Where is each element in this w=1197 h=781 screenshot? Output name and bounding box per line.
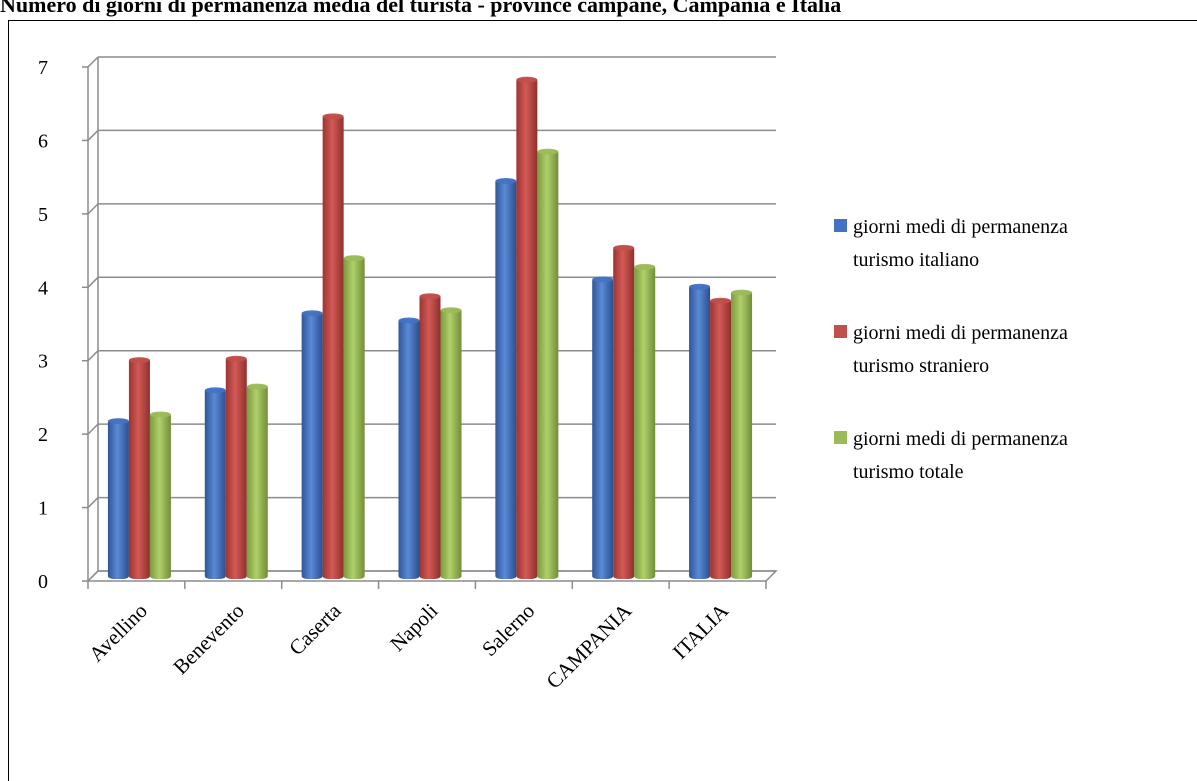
chart-frame	[8, 20, 1197, 781]
bar-top	[149, 411, 171, 418]
legend-label: giorni medi di permanenza	[853, 322, 1068, 344]
x-tick-label: CAMPANIA	[541, 598, 636, 693]
bar-2	[128, 358, 150, 579]
gridline-side	[87, 350, 99, 362]
bar-3	[440, 308, 462, 579]
bar-2	[225, 356, 247, 579]
legend-swatch	[834, 431, 847, 444]
gridline-side	[87, 497, 99, 509]
bar-3	[731, 290, 753, 579]
bar-top	[440, 307, 462, 314]
legend-label: giorni medi di permanenza	[853, 428, 1068, 450]
legend-label: turismo totale	[853, 461, 964, 483]
bar-top	[495, 178, 517, 185]
x-axis-floor	[86, 570, 778, 582]
bar-2	[516, 77, 538, 579]
bar-1	[301, 311, 323, 579]
gridline-side	[87, 276, 99, 288]
legend-label: turismo straniero	[853, 355, 989, 377]
bar-2	[613, 245, 635, 579]
y-tick-label: 7	[38, 57, 48, 79]
bar-top	[246, 383, 268, 390]
bar-top	[592, 276, 614, 283]
y-tick-label: 5	[38, 204, 48, 226]
gridline-side	[87, 129, 99, 141]
bar-1	[398, 318, 420, 579]
bar-1	[689, 284, 711, 579]
bar-top	[204, 387, 226, 394]
legend: giorni medi di permanenza turismo italian…	[834, 216, 1068, 483]
legend-swatch	[834, 325, 847, 338]
bar-2	[322, 114, 344, 580]
x-tick-label: Benevento	[168, 599, 248, 679]
legend-swatch	[834, 219, 847, 232]
bar-top	[613, 244, 635, 251]
bar-3	[537, 149, 559, 579]
x-tick-label: Avellino	[84, 599, 152, 667]
bar-top	[419, 293, 441, 300]
bar-3	[634, 264, 656, 579]
bar-top	[710, 297, 732, 304]
x-tick-label: Salerno	[477, 599, 539, 661]
gridline-side	[87, 203, 99, 215]
bar-top	[322, 113, 344, 120]
bar-top	[731, 289, 753, 296]
bar-top	[343, 255, 365, 262]
bar-top	[537, 148, 559, 155]
bar-top	[107, 418, 129, 425]
bar-2	[419, 294, 441, 579]
bar-top	[301, 310, 323, 317]
gridline-side	[87, 423, 99, 435]
bar-top	[516, 76, 538, 83]
bar-1	[107, 419, 129, 579]
bar-3	[246, 384, 268, 579]
bar-top	[128, 357, 150, 364]
y-tick-label: 6	[38, 130, 48, 152]
gridline-side	[87, 56, 99, 68]
y-tick-label: 1	[38, 498, 48, 520]
bar-top	[398, 317, 420, 324]
bar-top	[225, 355, 247, 362]
bar-3	[343, 256, 365, 579]
bar-top	[689, 283, 711, 290]
y-tick-label: 3	[38, 351, 48, 373]
bar-2	[710, 298, 732, 579]
bar-top	[634, 263, 656, 270]
axes	[82, 57, 778, 589]
x-tick-label: Caserta	[284, 598, 346, 660]
bars	[107, 76, 753, 580]
y-tick-label: 0	[38, 571, 48, 593]
y-tick-label: 2	[38, 424, 48, 446]
x-tick-label: Napoli	[385, 598, 443, 656]
bar-3	[149, 412, 171, 579]
bar-1	[592, 277, 614, 579]
y-tick-label: 4	[38, 277, 48, 299]
bar-1	[204, 388, 226, 579]
legend-label: turismo italiano	[853, 249, 979, 271]
legend-label: giorni medi di permanenza	[853, 216, 1068, 238]
chart-title: Numero di giorni di permanenza media del…	[0, 0, 842, 17]
x-tick-label: ITALIA	[668, 598, 734, 664]
bar-1	[495, 179, 517, 579]
